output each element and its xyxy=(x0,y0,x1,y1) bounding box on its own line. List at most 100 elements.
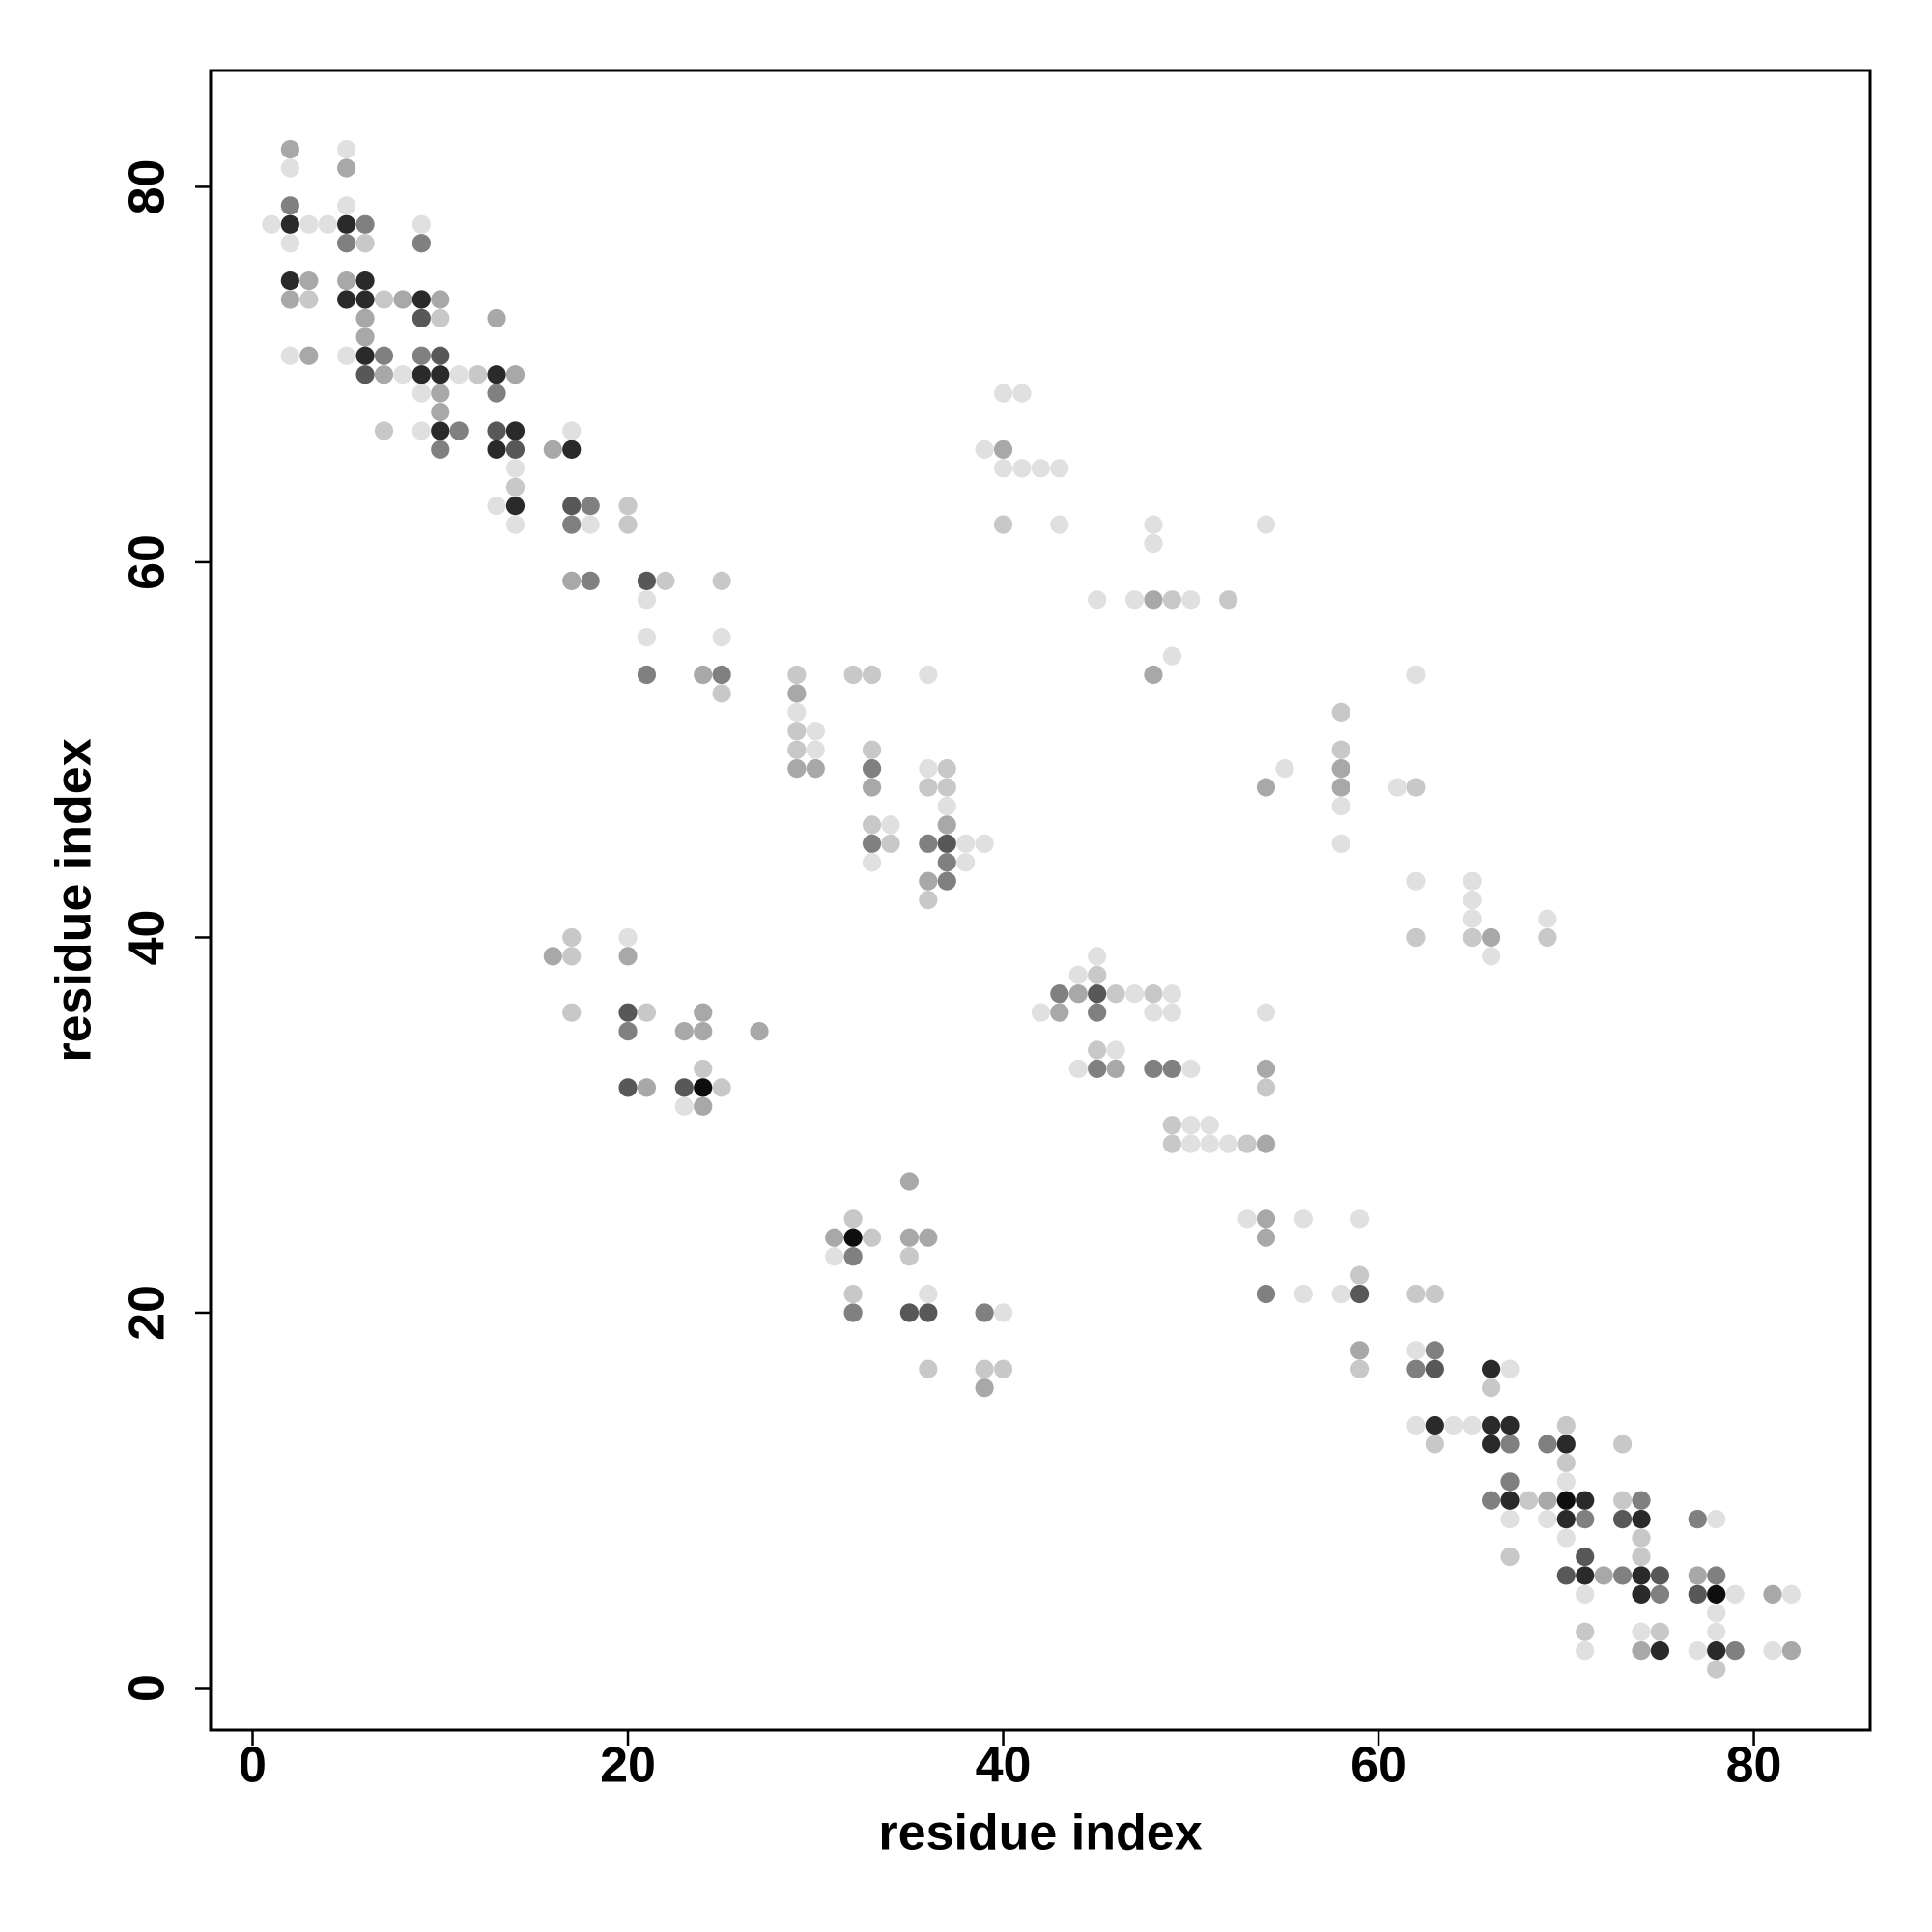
contact-point xyxy=(750,1021,769,1041)
x-axis-title: residue index xyxy=(878,1805,1202,1861)
contact-point xyxy=(1331,796,1350,816)
contact-point xyxy=(1406,665,1426,685)
contact-point xyxy=(1707,1510,1726,1529)
contact-point xyxy=(1088,590,1107,610)
contact-point xyxy=(412,290,431,309)
contact-point xyxy=(975,1378,994,1398)
contact-point xyxy=(299,270,319,291)
contact-point xyxy=(1088,947,1107,966)
contact-point xyxy=(355,270,375,291)
contact-point xyxy=(1650,1622,1670,1641)
contact-point xyxy=(1144,590,1163,610)
contact-point xyxy=(431,365,450,384)
contact-point xyxy=(1256,1284,1276,1304)
contact-point xyxy=(1331,778,1350,797)
contact-point xyxy=(1482,1378,1501,1398)
contact-point xyxy=(1088,965,1107,984)
contact-point xyxy=(1576,1510,1595,1529)
contact-point xyxy=(1237,1134,1257,1153)
contact-point xyxy=(881,815,900,835)
contact-point xyxy=(1594,1566,1613,1585)
contact-point xyxy=(337,270,356,291)
contact-point xyxy=(919,1303,938,1322)
contact-point xyxy=(449,421,469,440)
contact-point xyxy=(1350,1265,1370,1285)
contact-point xyxy=(843,665,863,685)
contact-point xyxy=(1406,1284,1426,1304)
contact-point xyxy=(618,1003,638,1022)
contact-point xyxy=(1725,1641,1745,1661)
contact-point xyxy=(862,815,882,835)
contact-point xyxy=(975,1359,994,1378)
contact-point xyxy=(1688,1566,1707,1585)
contact-point xyxy=(581,515,600,534)
contact-point xyxy=(618,1021,638,1041)
contact-point xyxy=(412,384,431,403)
contact-point xyxy=(787,759,807,779)
contact-point xyxy=(374,421,394,440)
contact-point xyxy=(1181,590,1201,610)
contact-point xyxy=(299,290,319,309)
contact-point xyxy=(1688,1510,1707,1529)
contact-point xyxy=(1256,778,1276,797)
contact-point xyxy=(1556,1453,1576,1472)
contact-point xyxy=(562,515,582,534)
contact-point xyxy=(1576,1584,1595,1604)
contact-point xyxy=(299,214,319,234)
contact-point xyxy=(637,1078,657,1097)
contact-point xyxy=(1406,778,1426,797)
contact-point xyxy=(1162,1134,1181,1153)
contact-point xyxy=(280,139,299,159)
contact-point xyxy=(355,290,375,309)
contact-point xyxy=(431,290,450,309)
contact-point xyxy=(1144,1003,1163,1022)
contact-point xyxy=(956,834,976,853)
contact-point xyxy=(1425,1435,1444,1454)
contact-point xyxy=(1538,1510,1557,1529)
contact-point xyxy=(1500,1547,1520,1567)
contact-point xyxy=(843,1284,863,1304)
contact-point xyxy=(487,384,506,403)
contact-point xyxy=(1256,1003,1276,1022)
contact-point xyxy=(862,834,882,853)
contact-point xyxy=(1650,1641,1670,1661)
contact-point xyxy=(1162,984,1181,1004)
contact-point xyxy=(1256,515,1276,534)
contact-point xyxy=(1632,1547,1651,1567)
contact-point xyxy=(355,234,375,253)
contact-point xyxy=(637,571,657,590)
contact-point xyxy=(694,1003,713,1022)
contact-point xyxy=(975,834,994,853)
contact-point xyxy=(1500,1472,1520,1492)
contact-point xyxy=(469,365,488,384)
contact-point xyxy=(355,346,375,365)
contact-point xyxy=(1632,1566,1651,1585)
contact-point xyxy=(487,497,506,516)
contact-point xyxy=(881,834,900,853)
contact-point xyxy=(993,1359,1013,1378)
contact-point xyxy=(299,346,319,365)
contact-point xyxy=(1406,1359,1426,1378)
contact-point xyxy=(1612,1491,1633,1510)
contact-point xyxy=(899,1303,920,1322)
contact-point xyxy=(337,158,356,178)
contact-point xyxy=(862,759,882,779)
contact-point xyxy=(412,308,431,328)
contact-point xyxy=(1331,1284,1350,1304)
contact-point xyxy=(487,421,506,440)
y-tick-label: 0 xyxy=(120,1674,176,1702)
contact-point xyxy=(337,290,356,309)
contact-point xyxy=(1050,515,1069,534)
y-tick-label: 80 xyxy=(120,159,176,215)
contact-point xyxy=(1500,1435,1520,1454)
contact-point xyxy=(280,214,299,234)
contact-point xyxy=(431,346,450,365)
contact-point xyxy=(412,214,431,234)
contact-point xyxy=(1350,1341,1370,1360)
contact-point xyxy=(1482,927,1501,948)
contact-point xyxy=(843,1303,863,1322)
contact-point xyxy=(787,665,807,685)
contact-point xyxy=(937,853,956,872)
contact-point xyxy=(899,1172,920,1191)
contact-point xyxy=(1500,1359,1520,1378)
